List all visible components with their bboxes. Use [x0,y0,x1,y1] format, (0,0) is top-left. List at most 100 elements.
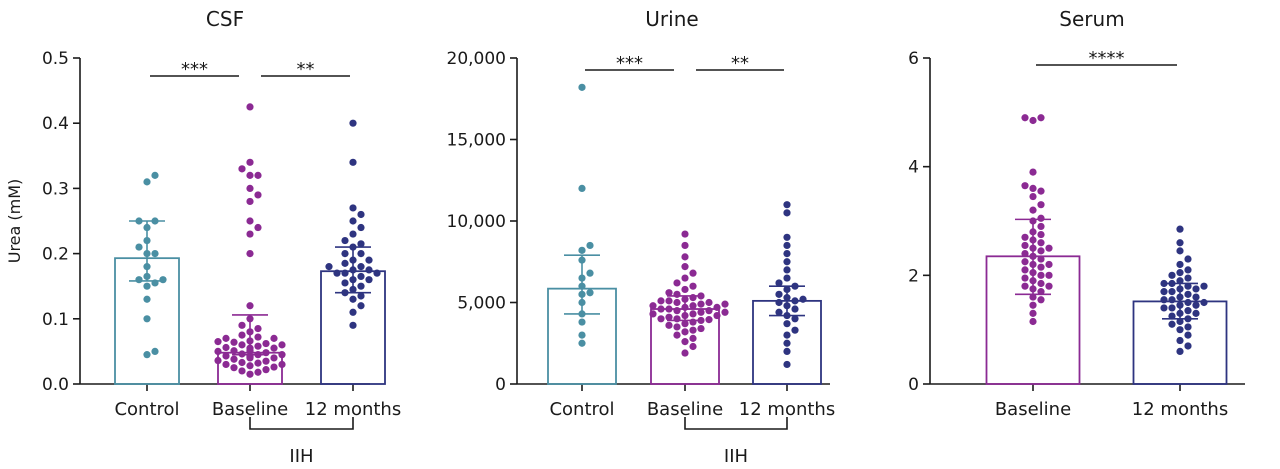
data-point [681,349,689,357]
data-point [270,363,278,371]
data-point [1176,277,1184,285]
data-point [341,269,349,277]
x-tick-label: 12 months [739,399,835,420]
data-point [135,276,143,284]
data-point [1184,307,1192,315]
data-point [1184,323,1192,331]
chart-title: Urine [645,7,698,31]
data-point [1184,255,1192,263]
data-point [697,324,705,333]
y-tick-label: 0.2 [42,245,69,265]
group-bracket [249,417,354,430]
data-point [270,334,278,342]
x-tick-label: Baseline [647,399,723,420]
data-point [349,119,357,127]
data-point [365,266,373,274]
data-point [1029,184,1037,192]
data-point [1176,225,1184,233]
data-point [1037,187,1045,195]
data-point [578,318,586,326]
data-point [1168,296,1176,304]
x-tick-label: Baseline [995,399,1071,420]
data-point [341,250,349,258]
data-point [681,241,689,250]
data-point [230,364,238,372]
data-point [246,217,254,225]
data-point [657,315,665,323]
data-point [799,295,807,303]
data-point [1021,258,1029,266]
data-point [1176,347,1184,355]
data-point [657,305,665,313]
data-point [262,366,270,374]
data-point [689,334,697,342]
data-point [357,240,365,248]
data-point [1029,116,1037,125]
data-point [151,250,159,258]
data-point [143,178,151,186]
data-point [230,355,238,363]
data-point [1184,290,1192,298]
data-point [783,250,791,258]
data-point [578,83,586,91]
data-point [1184,266,1192,274]
data-point [1029,206,1037,214]
data-point [143,282,151,290]
data-point [1176,247,1184,255]
data-point [1029,317,1037,326]
data-point [357,263,365,271]
data-point [681,320,689,328]
data-point [1037,279,1045,288]
data-point [1168,320,1176,328]
x-tick-label: Control [549,399,614,420]
data-point [1029,309,1037,317]
data-point [349,308,357,316]
data-point [1029,168,1037,176]
data-point [246,103,254,111]
data-point [1029,301,1037,309]
data-point [357,292,365,300]
data-point [649,302,657,310]
data-point [673,279,681,287]
data-point [254,191,262,199]
data-point [1192,293,1200,301]
data-point [357,282,365,290]
significance-label: ** [731,53,749,74]
data-point [1200,298,1208,307]
data-point [681,328,689,336]
data-point [681,338,689,346]
data-point [783,339,791,347]
data-point [262,339,270,348]
data-point [1160,304,1168,312]
data-point [578,331,586,339]
data-point [1037,114,1045,122]
data-point [783,209,791,217]
data-point [1176,336,1184,345]
data-point [214,347,222,355]
y-tick-label: 0.5 [42,49,69,69]
data-point [775,308,783,316]
data-point [1037,296,1045,304]
data-point [373,269,381,277]
data-point [681,285,689,294]
data-point [365,256,373,264]
data-point [713,303,721,311]
data-point [246,362,254,370]
group-bracket [684,417,788,430]
data-point [278,360,286,369]
data-point [1029,192,1037,201]
data-point [1168,271,1176,279]
data-point [1200,282,1208,290]
data-point [1168,312,1176,320]
data-point [1045,271,1053,279]
data-point [673,298,681,307]
data-point [246,250,254,258]
data-point [673,331,681,339]
data-point [578,246,586,254]
data-point [1021,282,1029,290]
data-point [1021,233,1029,241]
data-point [689,282,697,290]
data-point [1176,260,1184,269]
data-point [791,297,799,305]
data-point [681,230,689,238]
